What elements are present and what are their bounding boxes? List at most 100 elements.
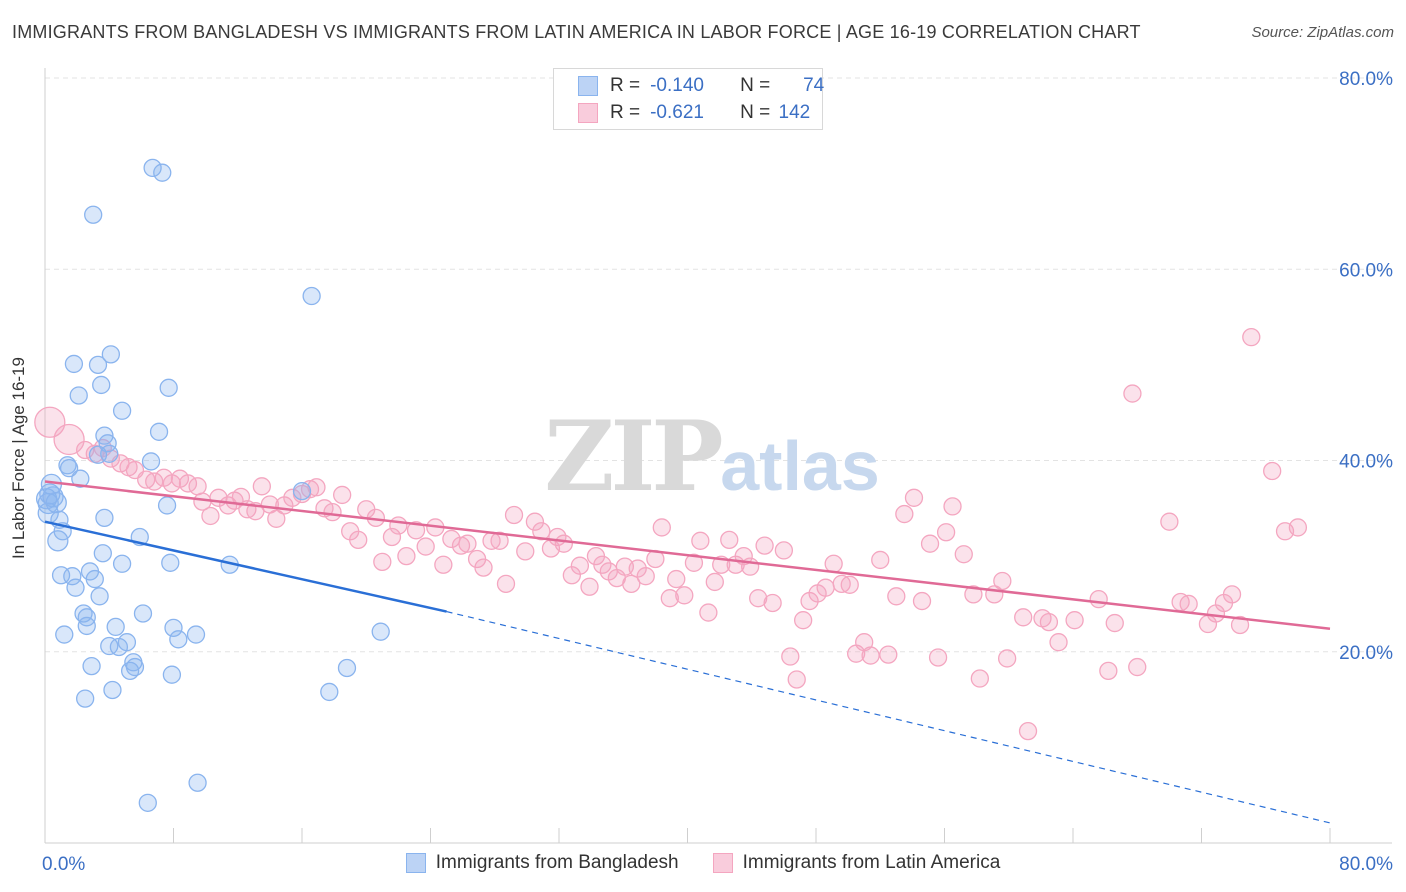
point-bangladesh	[92, 375, 111, 395]
point-latin-america	[691, 531, 710, 550]
point-latin-america	[145, 472, 164, 491]
point-latin-america	[720, 530, 739, 550]
y-tick-label-0: 20.0%	[1339, 643, 1393, 664]
point-bangladesh	[143, 158, 162, 178]
point-bangladesh	[112, 401, 132, 420]
point-latin-america	[593, 555, 612, 574]
point-bangladesh	[320, 682, 339, 702]
point-latin-america	[188, 477, 207, 496]
point-bangladesh	[153, 163, 172, 182]
point-latin-america	[928, 648, 948, 667]
point-latin-america	[496, 574, 516, 594]
point-latin-america	[904, 488, 924, 507]
point-bangladesh	[164, 618, 183, 637]
n-value: 74	[803, 75, 825, 96]
point-bangladesh	[100, 444, 119, 463]
point-latin-america	[794, 611, 813, 630]
stats-row-bangladesh: R = -0.140 N = 74	[578, 75, 824, 97]
point-latin-america	[532, 522, 551, 541]
point-latin-america	[1242, 327, 1261, 347]
point-bangladesh	[337, 658, 357, 678]
point-bangladesh	[47, 530, 69, 552]
point-bangladesh	[161, 553, 180, 572]
point-latin-america	[920, 534, 940, 553]
point-latin-america	[516, 542, 535, 561]
legend-swatch-bangladesh	[405, 853, 426, 873]
point-bangladesh	[162, 665, 182, 684]
watermark: ZIP atlas	[544, 400, 879, 513]
point-latin-america	[434, 555, 453, 574]
point-latin-america	[458, 534, 477, 553]
point-bangladesh	[149, 422, 169, 441]
legend-swatch-latin-america	[712, 853, 733, 873]
point-latin-america	[684, 553, 704, 572]
point-latin-america	[936, 523, 956, 542]
chart-title: IMMIGRANTS FROM BANGLADESH VS IMMIGRANTS…	[12, 22, 1141, 42]
point-latin-america	[201, 506, 220, 526]
point-bangladesh	[66, 578, 85, 597]
point-latin-america	[1230, 615, 1250, 635]
point-latin-america	[755, 536, 774, 555]
y-tick-label-1: 40.0%	[1339, 452, 1393, 473]
point-latin-america	[699, 603, 718, 622]
point-bangladesh	[71, 469, 90, 488]
point-latin-america	[283, 488, 302, 507]
point-latin-america	[1049, 633, 1068, 652]
point-latin-america	[781, 647, 800, 666]
stats-swatch-latin-america	[578, 103, 598, 123]
trend-line-bangladesh-extrapolated	[446, 611, 1331, 824]
trend-line-latin-america	[44, 480, 1331, 631]
point-latin-america	[382, 527, 402, 547]
point-latin-america	[943, 497, 962, 516]
point-latin-america	[373, 552, 392, 572]
source-label: Source: ZipAtlas.com	[1251, 24, 1394, 41]
point-latin-america	[993, 571, 1012, 591]
point-latin-america	[636, 567, 655, 586]
point-bangladesh	[77, 616, 96, 636]
watermark-atlas: atlas	[720, 427, 880, 505]
point-bangladesh	[133, 604, 153, 623]
point-latin-america	[1222, 585, 1242, 604]
point-bangladesh	[112, 554, 132, 573]
point-bangladesh	[76, 689, 95, 708]
axes	[44, 68, 1392, 844]
point-latin-america	[879, 645, 898, 664]
point-latin-america	[267, 509, 286, 528]
point-latin-america	[871, 550, 890, 570]
point-latin-america	[954, 545, 973, 564]
point-bangladesh	[88, 355, 108, 375]
point-latin-america	[705, 572, 724, 592]
point-bangladesh	[42, 486, 64, 508]
tick-labels: 20.0% 40.0% 60.0% 80.0% 0.0% 80.0%	[42, 69, 1393, 875]
point-latin-america	[667, 569, 686, 589]
point-bangladesh	[59, 458, 79, 478]
point-bangladesh	[93, 544, 112, 563]
x-tick-label-max: 80.0%	[1339, 854, 1393, 875]
legend-item-latin-america[interactable]: Immigrants from Latin America	[712, 852, 1001, 874]
point-bangladesh	[141, 452, 161, 471]
point-bangladesh	[103, 680, 122, 700]
point-bangladesh	[69, 386, 88, 405]
point-latin-america	[675, 586, 694, 605]
point-latin-america	[333, 485, 352, 505]
y-tick-label-2: 60.0%	[1339, 260, 1393, 281]
point-bangladesh	[302, 286, 321, 306]
legend-label-bangladesh: Immigrants from Bangladesh	[435, 852, 679, 873]
point-bangladesh	[292, 481, 312, 501]
point-latin-america	[964, 585, 983, 604]
point-latin-america	[1065, 611, 1084, 630]
point-latin-america	[912, 591, 932, 611]
point-latin-america	[840, 575, 859, 594]
point-latin-america	[580, 577, 599, 596]
point-latin-america	[349, 530, 368, 550]
point-bangladesh	[84, 205, 103, 224]
point-bangladesh	[169, 630, 188, 649]
stats-legend: R = -0.140 N = 74 R = -0.621 N = 142	[553, 68, 824, 130]
point-latin-america	[554, 534, 573, 553]
point-latin-america	[397, 546, 416, 566]
watermark-zip: ZIP	[544, 400, 721, 513]
point-latin-america	[660, 589, 679, 608]
y-axis-label: In Labor Force | Age 16-19	[9, 357, 28, 559]
legend-item-bangladesh[interactable]: Immigrants from Bangladesh	[405, 852, 679, 874]
legend-label-latin-america: Immigrants from Latin America	[742, 852, 1001, 873]
